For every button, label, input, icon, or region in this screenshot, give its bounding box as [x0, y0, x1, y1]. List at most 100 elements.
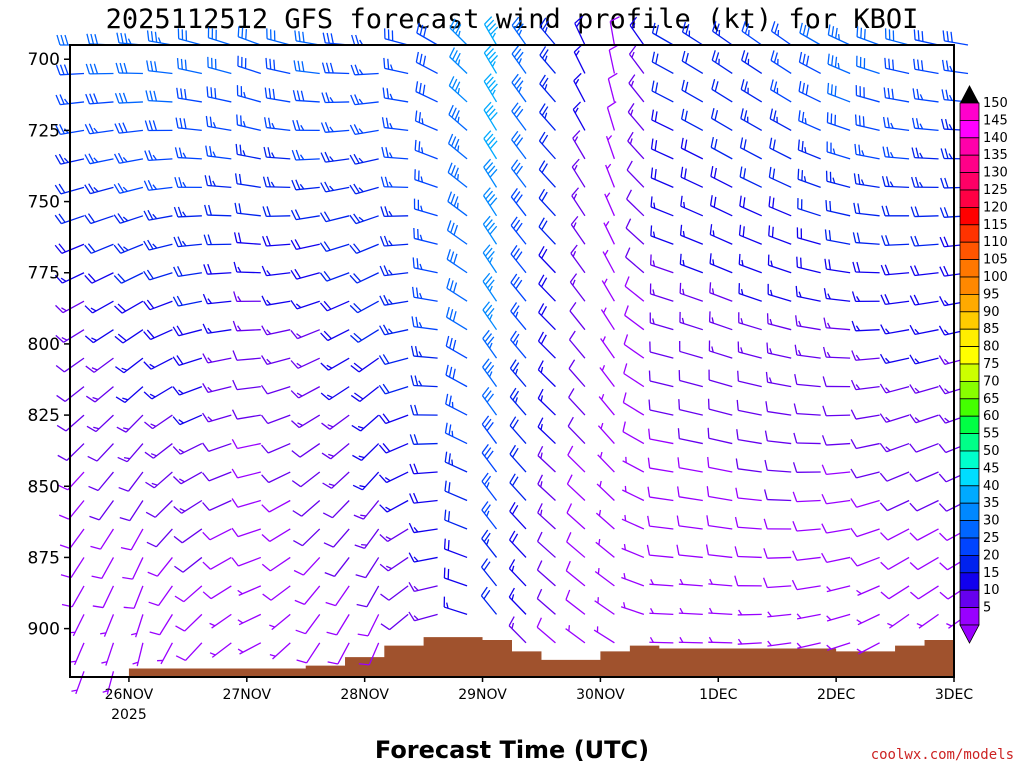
barb-feather [489, 225, 498, 235]
wind-barb [852, 232, 880, 245]
wind-barb [260, 384, 291, 395]
barb-feather [489, 55, 499, 64]
barb-feather [113, 183, 121, 194]
barb-feather [117, 243, 125, 253]
barb-feather [59, 124, 65, 135]
barb-feather [261, 474, 270, 483]
barb-feather [202, 293, 209, 304]
barb-feather [448, 424, 452, 435]
barb-feather [652, 260, 656, 267]
barb-feather [385, 506, 391, 511]
barb-feather [410, 375, 415, 386]
barb-shaft [568, 397, 586, 416]
barb-feather [538, 217, 545, 228]
barb-feather [146, 541, 157, 548]
wind-barb [881, 176, 910, 188]
wind-barb [143, 179, 173, 191]
barb-feather [485, 190, 494, 200]
wind-barb [84, 329, 114, 344]
barb-feather [447, 191, 453, 202]
wind-barb [649, 578, 674, 587]
barb-feather [570, 244, 578, 254]
wind-barb [291, 179, 320, 191]
barb-feather [89, 93, 95, 104]
barb-feather [486, 19, 495, 29]
wind-barb [853, 173, 880, 188]
barb-shaft [300, 471, 321, 488]
barb-feather [798, 81, 802, 92]
wind-barbs-layer [54, 15, 969, 695]
barb-feather [355, 574, 366, 579]
barb-feather [946, 623, 952, 627]
barb-feather [231, 438, 238, 449]
barb-feather [489, 314, 493, 321]
barb-feather [176, 325, 184, 336]
barb-feather [272, 88, 276, 100]
wind-barb [821, 435, 851, 446]
wind-barb [236, 85, 261, 103]
barb-feather [349, 154, 356, 165]
barb-feather [261, 295, 268, 306]
barb-feather [329, 97, 334, 103]
wind-barb [648, 399, 674, 416]
barb-shaft [572, 109, 586, 131]
barb-feather [916, 88, 920, 100]
barb-feather [409, 463, 415, 474]
barb-feather [264, 117, 268, 128]
barb-feather [271, 152, 275, 159]
wind-barb [603, 221, 615, 245]
wind-barb [353, 500, 380, 520]
wind-barb [509, 359, 527, 388]
barb-feather [357, 425, 364, 429]
barb-shaft [366, 585, 380, 608]
wind-barb [483, 44, 499, 74]
barb-feather [184, 59, 187, 71]
barb-shaft [796, 585, 821, 591]
barb-feather [143, 361, 152, 370]
barb-feather [886, 146, 890, 158]
barb-feather [518, 58, 522, 64]
wind-barb [261, 471, 291, 484]
barb-shaft [569, 310, 586, 331]
wind-barb [569, 273, 586, 302]
wind-barb [411, 316, 438, 331]
barb-feather [914, 206, 920, 217]
barb-feather [653, 202, 656, 209]
terrain-surface [70, 634, 954, 677]
wind-barb [132, 642, 144, 667]
barb-feather [481, 444, 489, 454]
barb-shaft [238, 556, 262, 567]
barb-feather [151, 482, 158, 486]
wind-barb [795, 285, 821, 302]
colorbar-swatch [959, 120, 980, 139]
barb-shaft [651, 148, 674, 160]
barb-feather [738, 224, 742, 236]
wind-barb [290, 239, 320, 251]
barb-feather [512, 333, 520, 344]
barb-feather [296, 333, 302, 338]
wind-barb [262, 235, 291, 247]
wind-barb [909, 294, 939, 306]
barb-shaft [302, 528, 321, 547]
barb-feather [734, 575, 739, 586]
barb-shaft [679, 379, 703, 388]
barb-feather [202, 323, 209, 334]
colorbar-top-arrow [960, 85, 979, 103]
wind-barb [627, 131, 645, 160]
barb-feather [739, 166, 743, 177]
barb-feather [444, 451, 448, 463]
barb-feather [509, 473, 516, 484]
wind-barb [147, 557, 173, 577]
barb-feather [387, 58, 390, 70]
barb-feather [651, 80, 655, 92]
barb-feather [122, 186, 128, 192]
wind-barb [291, 149, 320, 161]
wind-barb [326, 614, 350, 636]
barb-feather [409, 493, 415, 504]
barb-feather [630, 109, 634, 116]
barb-feather [486, 510, 490, 517]
wind-barb [708, 340, 733, 359]
barb-feather [482, 358, 490, 368]
wind-barb [794, 373, 821, 388]
barb-shaft [207, 300, 232, 305]
